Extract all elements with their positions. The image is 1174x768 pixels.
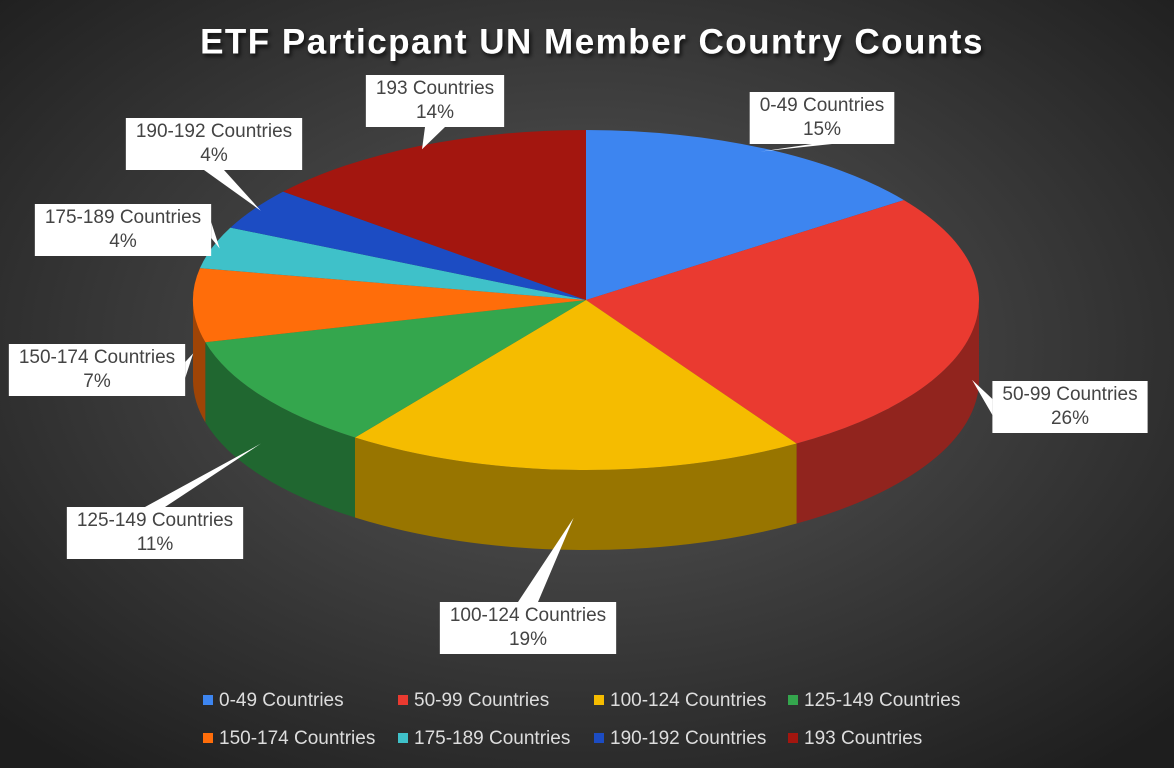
data-label: 190-192 Countries 4% [125, 118, 303, 211]
slice [193, 268, 586, 343]
label-category: 125-149 Countries [77, 510, 233, 531]
data-label: 175-189 Countries 4% [34, 204, 220, 256]
label-value: 11% [137, 534, 174, 555]
slice [205, 300, 587, 438]
callout-pointer [760, 144, 832, 152]
label-category: 193 Countries [376, 78, 494, 99]
callout-box [365, 75, 505, 127]
callout-pointer [972, 379, 993, 415]
callout-box [66, 507, 244, 559]
legend-label: 100-124 Countries [610, 690, 766, 711]
data-label: 0-49 Countries 15% [749, 92, 895, 152]
slice [355, 300, 797, 471]
data-label: 193 Countries 14% [365, 75, 505, 150]
callout-pointer [422, 127, 445, 150]
callout-pointer [145, 443, 261, 507]
legend-swatch [594, 733, 604, 743]
callout-box [992, 381, 1148, 433]
legend-label: 0-49 Countries [219, 690, 344, 711]
label-value: 15% [803, 119, 841, 140]
slice [283, 130, 586, 300]
label-category: 150-174 Countries [19, 347, 175, 368]
label-category: 100-124 Countries [450, 605, 606, 626]
legend-swatch [398, 695, 408, 705]
label-value: 26% [1051, 408, 1089, 429]
callout-box [34, 204, 212, 256]
callout-box [8, 344, 186, 396]
callout-pointer [518, 517, 574, 602]
legend-swatch [203, 733, 213, 743]
callout-pointer [204, 170, 261, 211]
legend-label: 193 Countries [804, 728, 922, 749]
legend-swatch [788, 733, 798, 743]
slice-side [205, 342, 356, 518]
label-category: 190-192 Countries [136, 121, 292, 142]
legend-label: 50-99 Countries [414, 690, 549, 711]
legend-label: 175-189 Countries [414, 728, 570, 749]
label-category: 175-189 Countries [45, 207, 201, 228]
data-label: 150-174 Countries 7% [8, 344, 194, 396]
label-category: 0-49 Countries [760, 95, 885, 116]
chart-title: ETF Particpant UN Member Country Counts [200, 22, 984, 61]
legend-swatch [594, 695, 604, 705]
legend-swatch [203, 695, 213, 705]
data-label: 125-149 Countries 11% [66, 443, 261, 559]
callout-pointer [211, 222, 220, 249]
legend-label: 125-149 Countries [804, 690, 960, 711]
label-value: 7% [83, 371, 111, 392]
label-value: 14% [416, 102, 454, 123]
callout-box [125, 118, 303, 170]
label-value: 19% [509, 629, 547, 650]
legend-label: 150-174 Countries [219, 728, 375, 749]
label-category: 50-99 Countries [1002, 384, 1137, 405]
slice [199, 227, 586, 300]
legend-swatch [398, 733, 408, 743]
callout-box [439, 602, 617, 654]
slice-side [193, 300, 206, 423]
slice-side [355, 437, 797, 551]
label-value: 4% [200, 145, 228, 166]
slice [230, 191, 587, 300]
slice-side [796, 300, 979, 524]
data-label: 100-124 Countries 19% [439, 517, 617, 654]
callout-pointer [185, 353, 194, 378]
slice [586, 200, 979, 444]
data-label: 50-99 Countries 26% [972, 379, 1148, 433]
slice [586, 130, 904, 300]
legend-label: 190-192 Countries [610, 728, 766, 749]
callout-box [749, 92, 895, 144]
legend-swatch [788, 695, 798, 705]
label-value: 4% [109, 231, 137, 252]
